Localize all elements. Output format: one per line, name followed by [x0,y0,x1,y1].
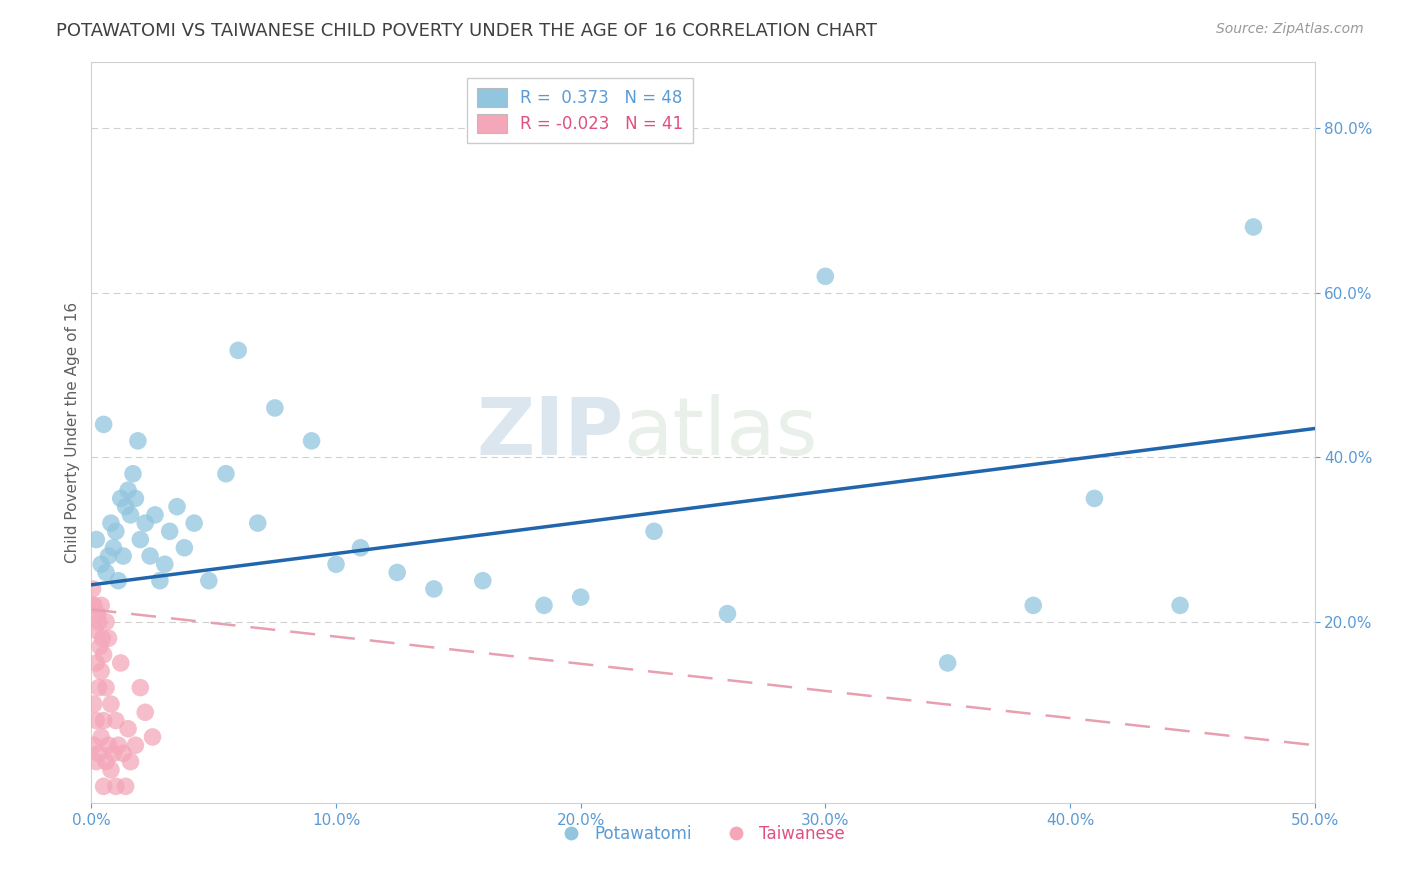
Point [90,664,112,678]
Point [1083,491,1105,506]
Point [124,491,146,506]
Point [90,558,112,572]
Point [93,417,115,432]
Point [1168,599,1191,613]
Point [134,706,156,720]
Point [86,607,108,621]
Point [471,574,494,588]
Point [301,434,323,448]
Point [127,434,149,448]
Point [110,491,132,506]
Point [107,574,129,588]
Point [94,681,117,695]
Point [264,401,287,415]
Point [198,574,221,588]
Point [120,508,142,522]
Point [97,632,120,646]
Point [94,755,117,769]
Point [325,558,347,572]
Point [87,615,110,629]
Point [82,582,104,596]
Point [93,714,115,728]
Point [134,516,156,530]
Point [117,483,139,498]
Point [149,574,172,588]
Point [114,500,136,514]
Point [103,747,125,761]
Point [83,738,105,752]
Point [83,697,105,711]
Point [246,516,269,530]
Point [129,533,152,547]
Point [84,533,107,547]
Point [90,730,112,744]
Point [143,508,166,522]
Point [87,681,110,695]
Point [159,524,181,539]
Y-axis label: Child Poverty Under the Age of 16: Child Poverty Under the Age of 16 [65,302,80,563]
Point [82,599,104,613]
Point [226,343,249,358]
Point [173,541,195,555]
Point [104,524,127,539]
Text: ZIP: ZIP [477,393,623,472]
Point [122,467,145,481]
Point [643,524,665,539]
Point [104,780,127,794]
Point [100,763,122,777]
Point [129,681,152,695]
Point [91,632,114,646]
Point [1022,599,1045,613]
Point [84,755,107,769]
Point [84,656,107,670]
Point [97,549,120,563]
Point [100,697,122,711]
Point [814,269,837,284]
Text: atlas: atlas [623,393,818,472]
Point [423,582,446,596]
Point [93,780,115,794]
Point [94,566,117,580]
Point [166,500,188,514]
Point [89,640,111,654]
Point [114,780,136,794]
Point [97,738,120,752]
Point [93,648,115,662]
Point [112,747,135,761]
Point [385,566,409,580]
Point [120,755,142,769]
Point [124,738,146,752]
Point [533,599,555,613]
Point [110,656,132,670]
Point [183,516,205,530]
Point [349,541,371,555]
Point [103,541,125,555]
Point [141,730,163,744]
Legend: Potawatomi, Taiwanese: Potawatomi, Taiwanese [555,819,851,850]
Point [1243,219,1265,234]
Point [139,549,162,563]
Point [716,607,738,621]
Point [104,714,127,728]
Point [84,714,107,728]
Point [84,623,107,637]
Point [90,599,112,613]
Point [569,590,592,604]
Point [107,738,129,752]
Point [94,615,117,629]
Point [83,599,105,613]
Point [87,747,110,761]
Text: POTAWATOMI VS TAIWANESE CHILD POVERTY UNDER THE AGE OF 16 CORRELATION CHART: POTAWATOMI VS TAIWANESE CHILD POVERTY UN… [56,22,877,40]
Point [153,558,176,572]
Point [215,467,238,481]
Point [112,549,135,563]
Point [117,722,139,736]
Point [936,656,959,670]
Text: Source: ZipAtlas.com: Source: ZipAtlas.com [1216,22,1364,37]
Point [100,516,122,530]
